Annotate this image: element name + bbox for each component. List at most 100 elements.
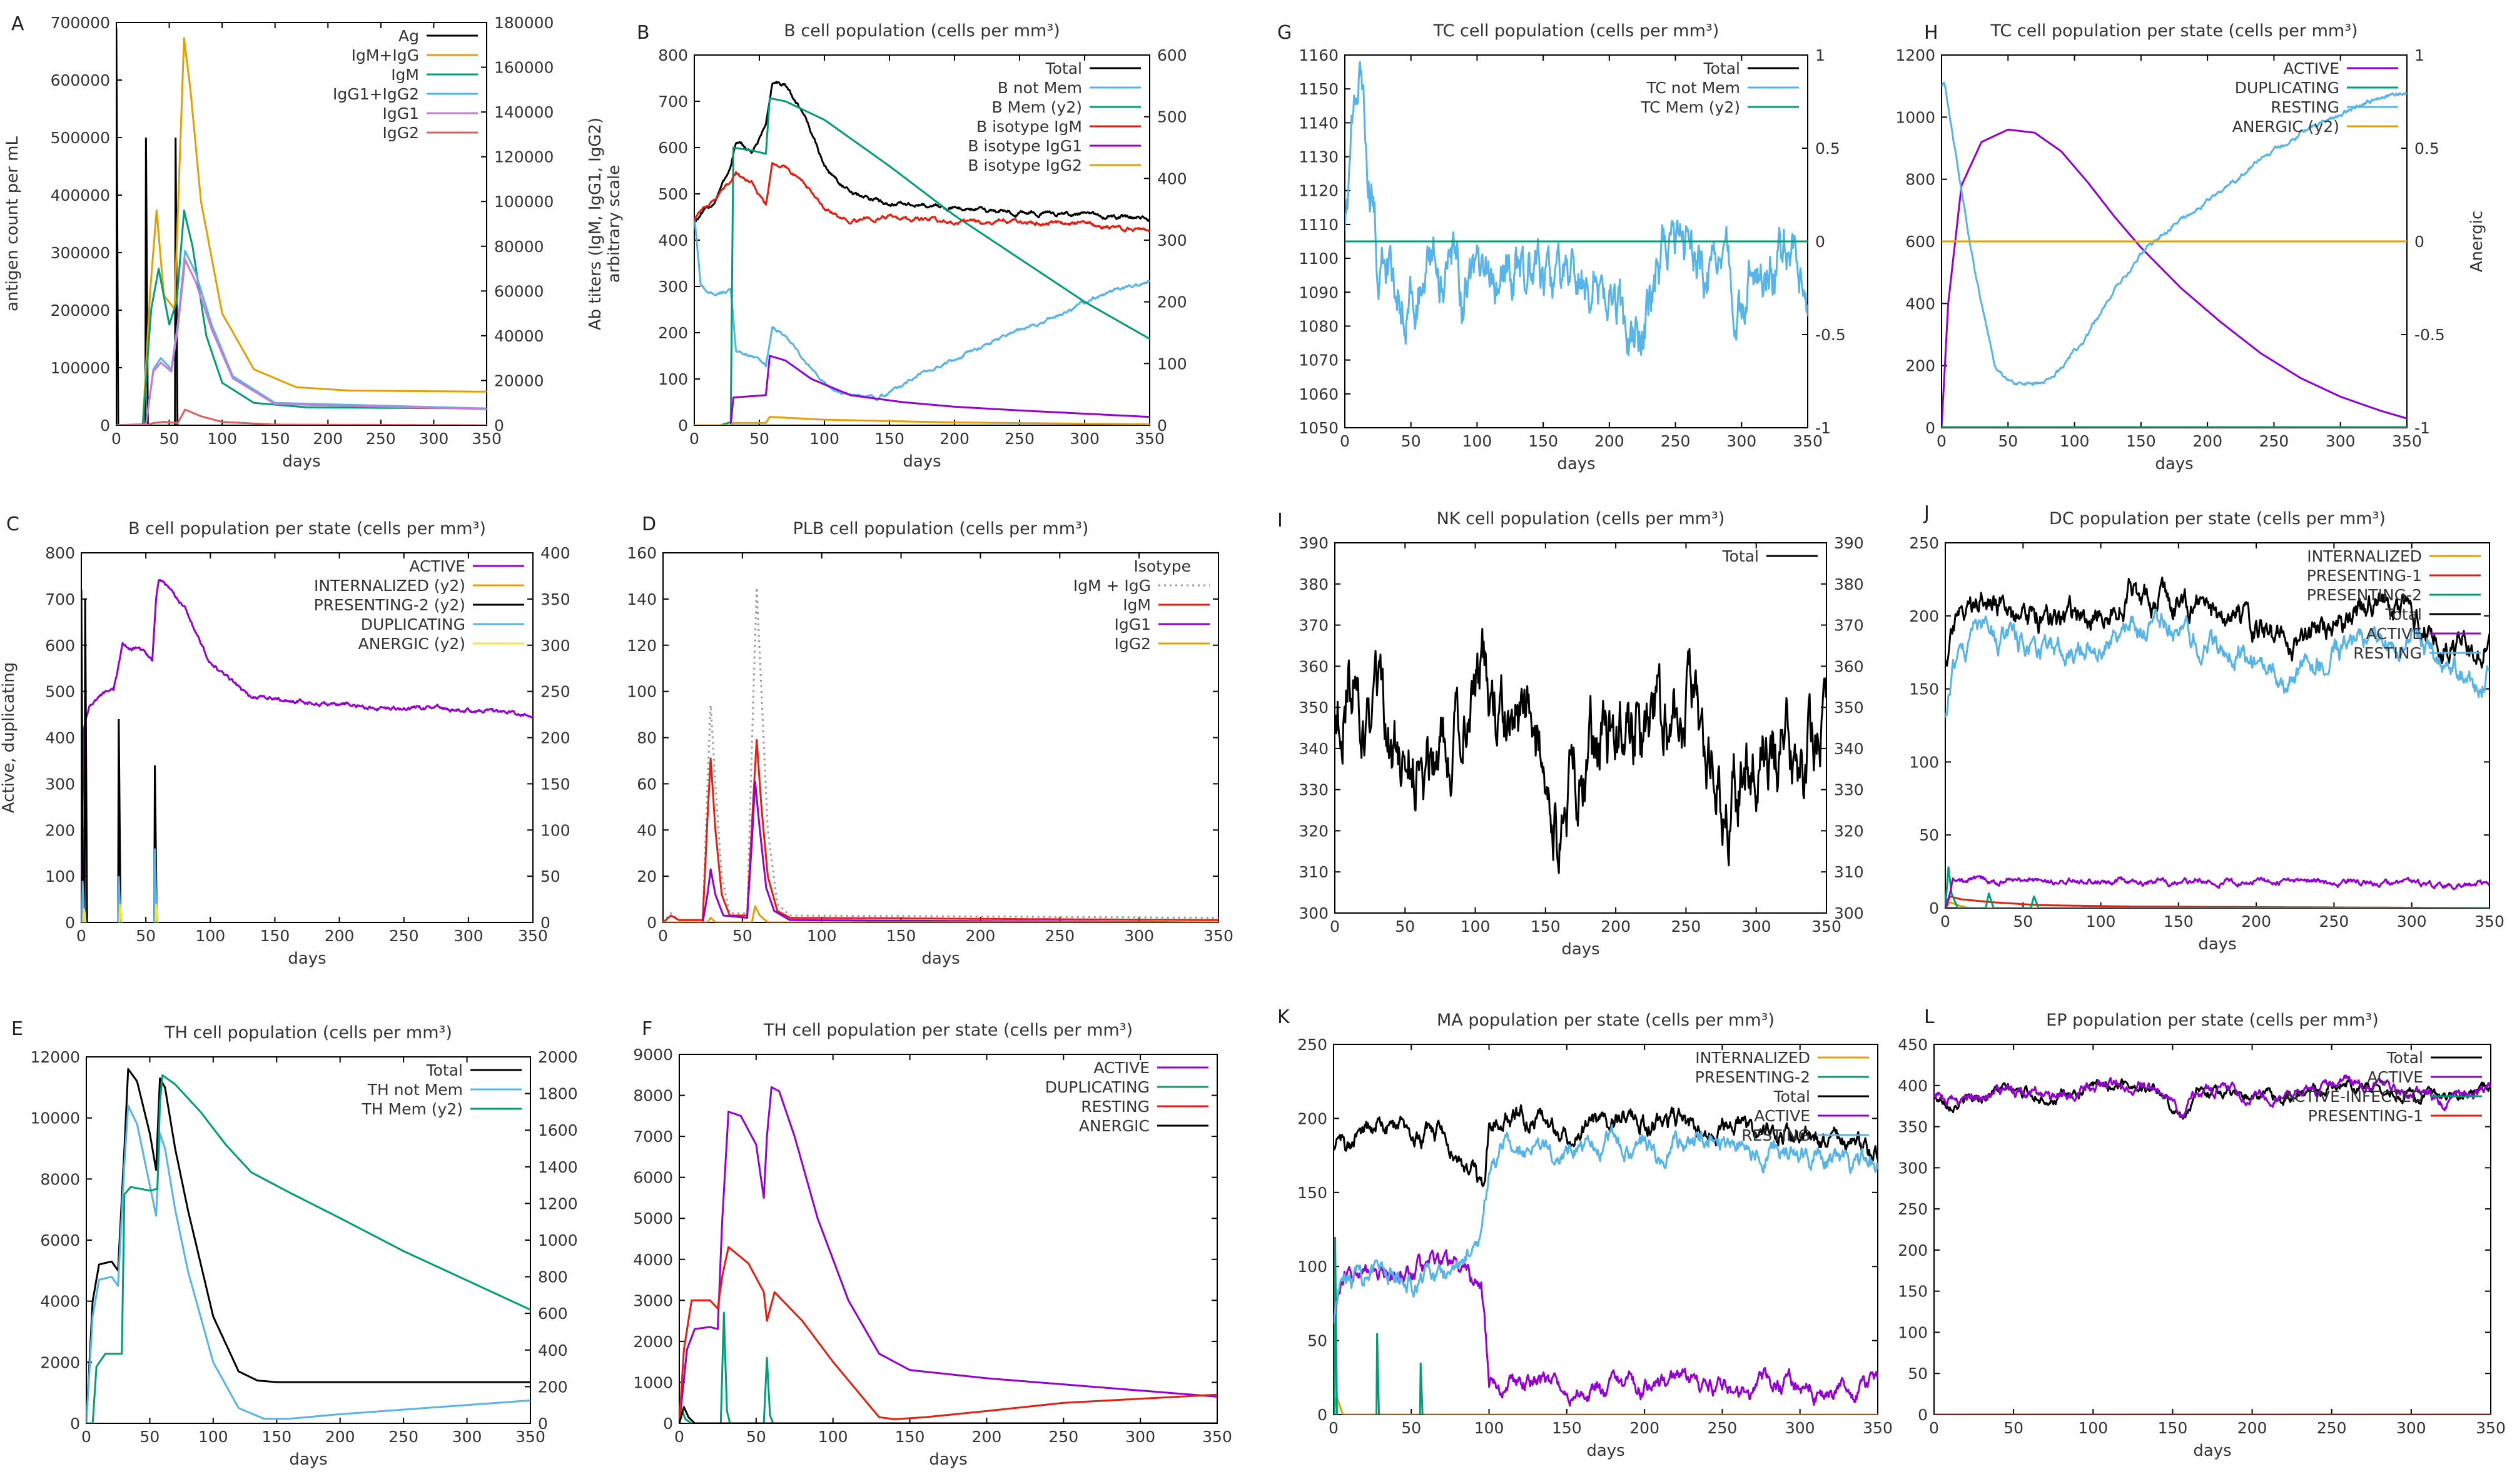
panel-letter: D xyxy=(642,513,656,535)
legend-label: IgG2 xyxy=(382,124,419,142)
y2-tick-label: 0.5 xyxy=(1815,139,1840,158)
x-tick-label: 0 xyxy=(1937,432,1947,450)
y-tick-label: 60 xyxy=(637,775,657,793)
series-total xyxy=(86,1068,530,1423)
y2-axis-label: Ab titers (IgM, IgG1, IgG2) xyxy=(586,118,605,330)
legend-label: ANERGIC (y2) xyxy=(2232,118,2339,136)
x-axis-label: days xyxy=(929,1450,967,1469)
y-tick-label: 1000 xyxy=(633,1373,673,1391)
series-igm xyxy=(663,739,1218,922)
series-total xyxy=(1945,576,2489,669)
y2-tick-label: 120000 xyxy=(494,148,554,166)
y-tick-label: 800 xyxy=(658,46,688,64)
series-resting xyxy=(1945,608,2489,718)
series-active xyxy=(1934,1074,2491,1118)
y-tick-label: 1200 xyxy=(1895,46,1935,64)
series-igg1-igg2 xyxy=(116,250,487,425)
y2-tick-label: -1 xyxy=(2414,419,2430,437)
series-resting xyxy=(1334,1123,1878,1325)
chart-title: TH cell population (cells per mm³) xyxy=(164,1023,452,1042)
y-tick-label: 600 xyxy=(45,637,75,655)
x-tick-label: 50 xyxy=(1401,432,1421,450)
y2-tick-label: -1 xyxy=(1815,419,1831,437)
x-tick-label: 50 xyxy=(1998,432,2018,450)
legend-label: RESTING xyxy=(2353,644,2422,662)
x-tick-label: 300 xyxy=(419,430,449,448)
x-tick-label: 150 xyxy=(260,927,290,945)
y2-tick-label: 500 xyxy=(1157,108,1187,126)
x-axis-label: days xyxy=(282,452,320,471)
panel-letter: H xyxy=(1924,22,1938,44)
y-tick-label: 1110 xyxy=(1299,216,1339,234)
y2-tick-label: 600 xyxy=(538,1305,568,1323)
y-tick-label: 20 xyxy=(637,867,657,886)
x-tick-label: 200 xyxy=(1601,917,1631,936)
chart-title: TC cell population per state (cells per … xyxy=(1990,21,2358,41)
x-tick-label: 300 xyxy=(453,927,484,945)
y-tick-label: 10000 xyxy=(30,1109,80,1128)
series-total xyxy=(1334,1104,1878,1188)
series-igg1 xyxy=(663,780,1218,922)
x-tick-label: 300 xyxy=(1125,1428,1155,1446)
spike xyxy=(153,848,158,922)
y2-tick-label: 330 xyxy=(1834,781,1864,799)
chart-title: B cell population per state (cells per m… xyxy=(128,519,486,538)
x-tick-label: 50 xyxy=(2003,1419,2023,1437)
x-tick-label: 150 xyxy=(2126,432,2156,450)
y2-tick-label: 200 xyxy=(1157,293,1187,311)
x-tick-label: 300 xyxy=(2396,1419,2426,1437)
y-tick-label: 300 xyxy=(1898,1159,1928,1177)
y-tick-label: 150 xyxy=(1297,1184,1327,1202)
legend-label: B Mem (y2) xyxy=(991,98,1082,116)
x-tick-label: 350 xyxy=(518,927,548,945)
spike xyxy=(118,904,123,922)
legend-label: DUPLICATING xyxy=(361,615,465,633)
panel-G: G TC cell population (cells per mm³)0 50 10… xyxy=(1277,21,1846,473)
x-tick-label: 350 xyxy=(1135,430,1165,448)
x-tick-label: 200 xyxy=(939,430,970,448)
x-tick-label: 150 xyxy=(1531,917,1561,936)
x-tick-label: 100 xyxy=(198,1428,228,1446)
series-b-isotype-igg1 xyxy=(694,355,1150,425)
x-tick-label: 0 xyxy=(76,927,86,945)
y-tick-label: 250 xyxy=(1898,1200,1928,1218)
x-tick-label: 50 xyxy=(732,927,752,945)
chart-title: TH cell population per state (cells per … xyxy=(763,1021,1133,1040)
y-tick-label: 300000 xyxy=(51,244,110,262)
y-tick-label: 250 xyxy=(1909,534,1939,552)
x-axis-label: days xyxy=(2193,1441,2231,1460)
series-anergic-y2 xyxy=(82,904,160,922)
panel-I: I NK cell population (cells per mm³) 0 50 10… xyxy=(1277,509,1864,959)
panel-K: K MA population per state (cells per mm³)… xyxy=(1277,1006,1893,1460)
y-tick-label: 350 xyxy=(1299,699,1329,717)
y-tick-label: 140 xyxy=(627,590,657,608)
plot-area xyxy=(1945,576,2489,908)
y-tick-label: 250 xyxy=(1297,1036,1327,1054)
y2-tick-label: 400 xyxy=(1157,169,1187,188)
y-tick-label: 0 xyxy=(70,1415,80,1433)
legend: Total xyxy=(1722,547,1818,565)
x-tick-label: 50 xyxy=(1395,917,1415,936)
y-tick-label: 600 xyxy=(658,139,688,157)
spike xyxy=(1375,1333,1380,1415)
plot-area xyxy=(1345,61,1808,356)
y2-tick-label: 0 xyxy=(2414,233,2424,251)
chart-title: EP population per state (cells per mm³) xyxy=(2046,1011,2379,1030)
y2-tick-label: -0.5 xyxy=(1815,326,1846,344)
x-tick-label: 200 xyxy=(313,430,343,448)
y-tick-label: 340 xyxy=(1299,740,1329,758)
series-active xyxy=(81,578,533,877)
y2-tick-label: 320 xyxy=(1834,822,1864,840)
y2-tick-label: 350 xyxy=(1834,699,1864,717)
y-tick-label: 1160 xyxy=(1299,46,1339,64)
x-tick-label: 150 xyxy=(886,927,916,945)
legend: INTERNALIZED PRESENTING-1PRESENTING-2Tota… xyxy=(2307,547,2481,662)
x-tick-label: 50 xyxy=(1401,1419,1421,1437)
series-presenting-2-y2 xyxy=(81,590,158,922)
y-tick-label: 6000 xyxy=(40,1231,80,1249)
y-tick-label: 380 xyxy=(1299,575,1329,593)
x-tick-label: 200 xyxy=(2241,912,2271,931)
legend-label: IgM + IgG xyxy=(1073,577,1151,595)
legend-label: RESTING xyxy=(1081,1098,1150,1116)
